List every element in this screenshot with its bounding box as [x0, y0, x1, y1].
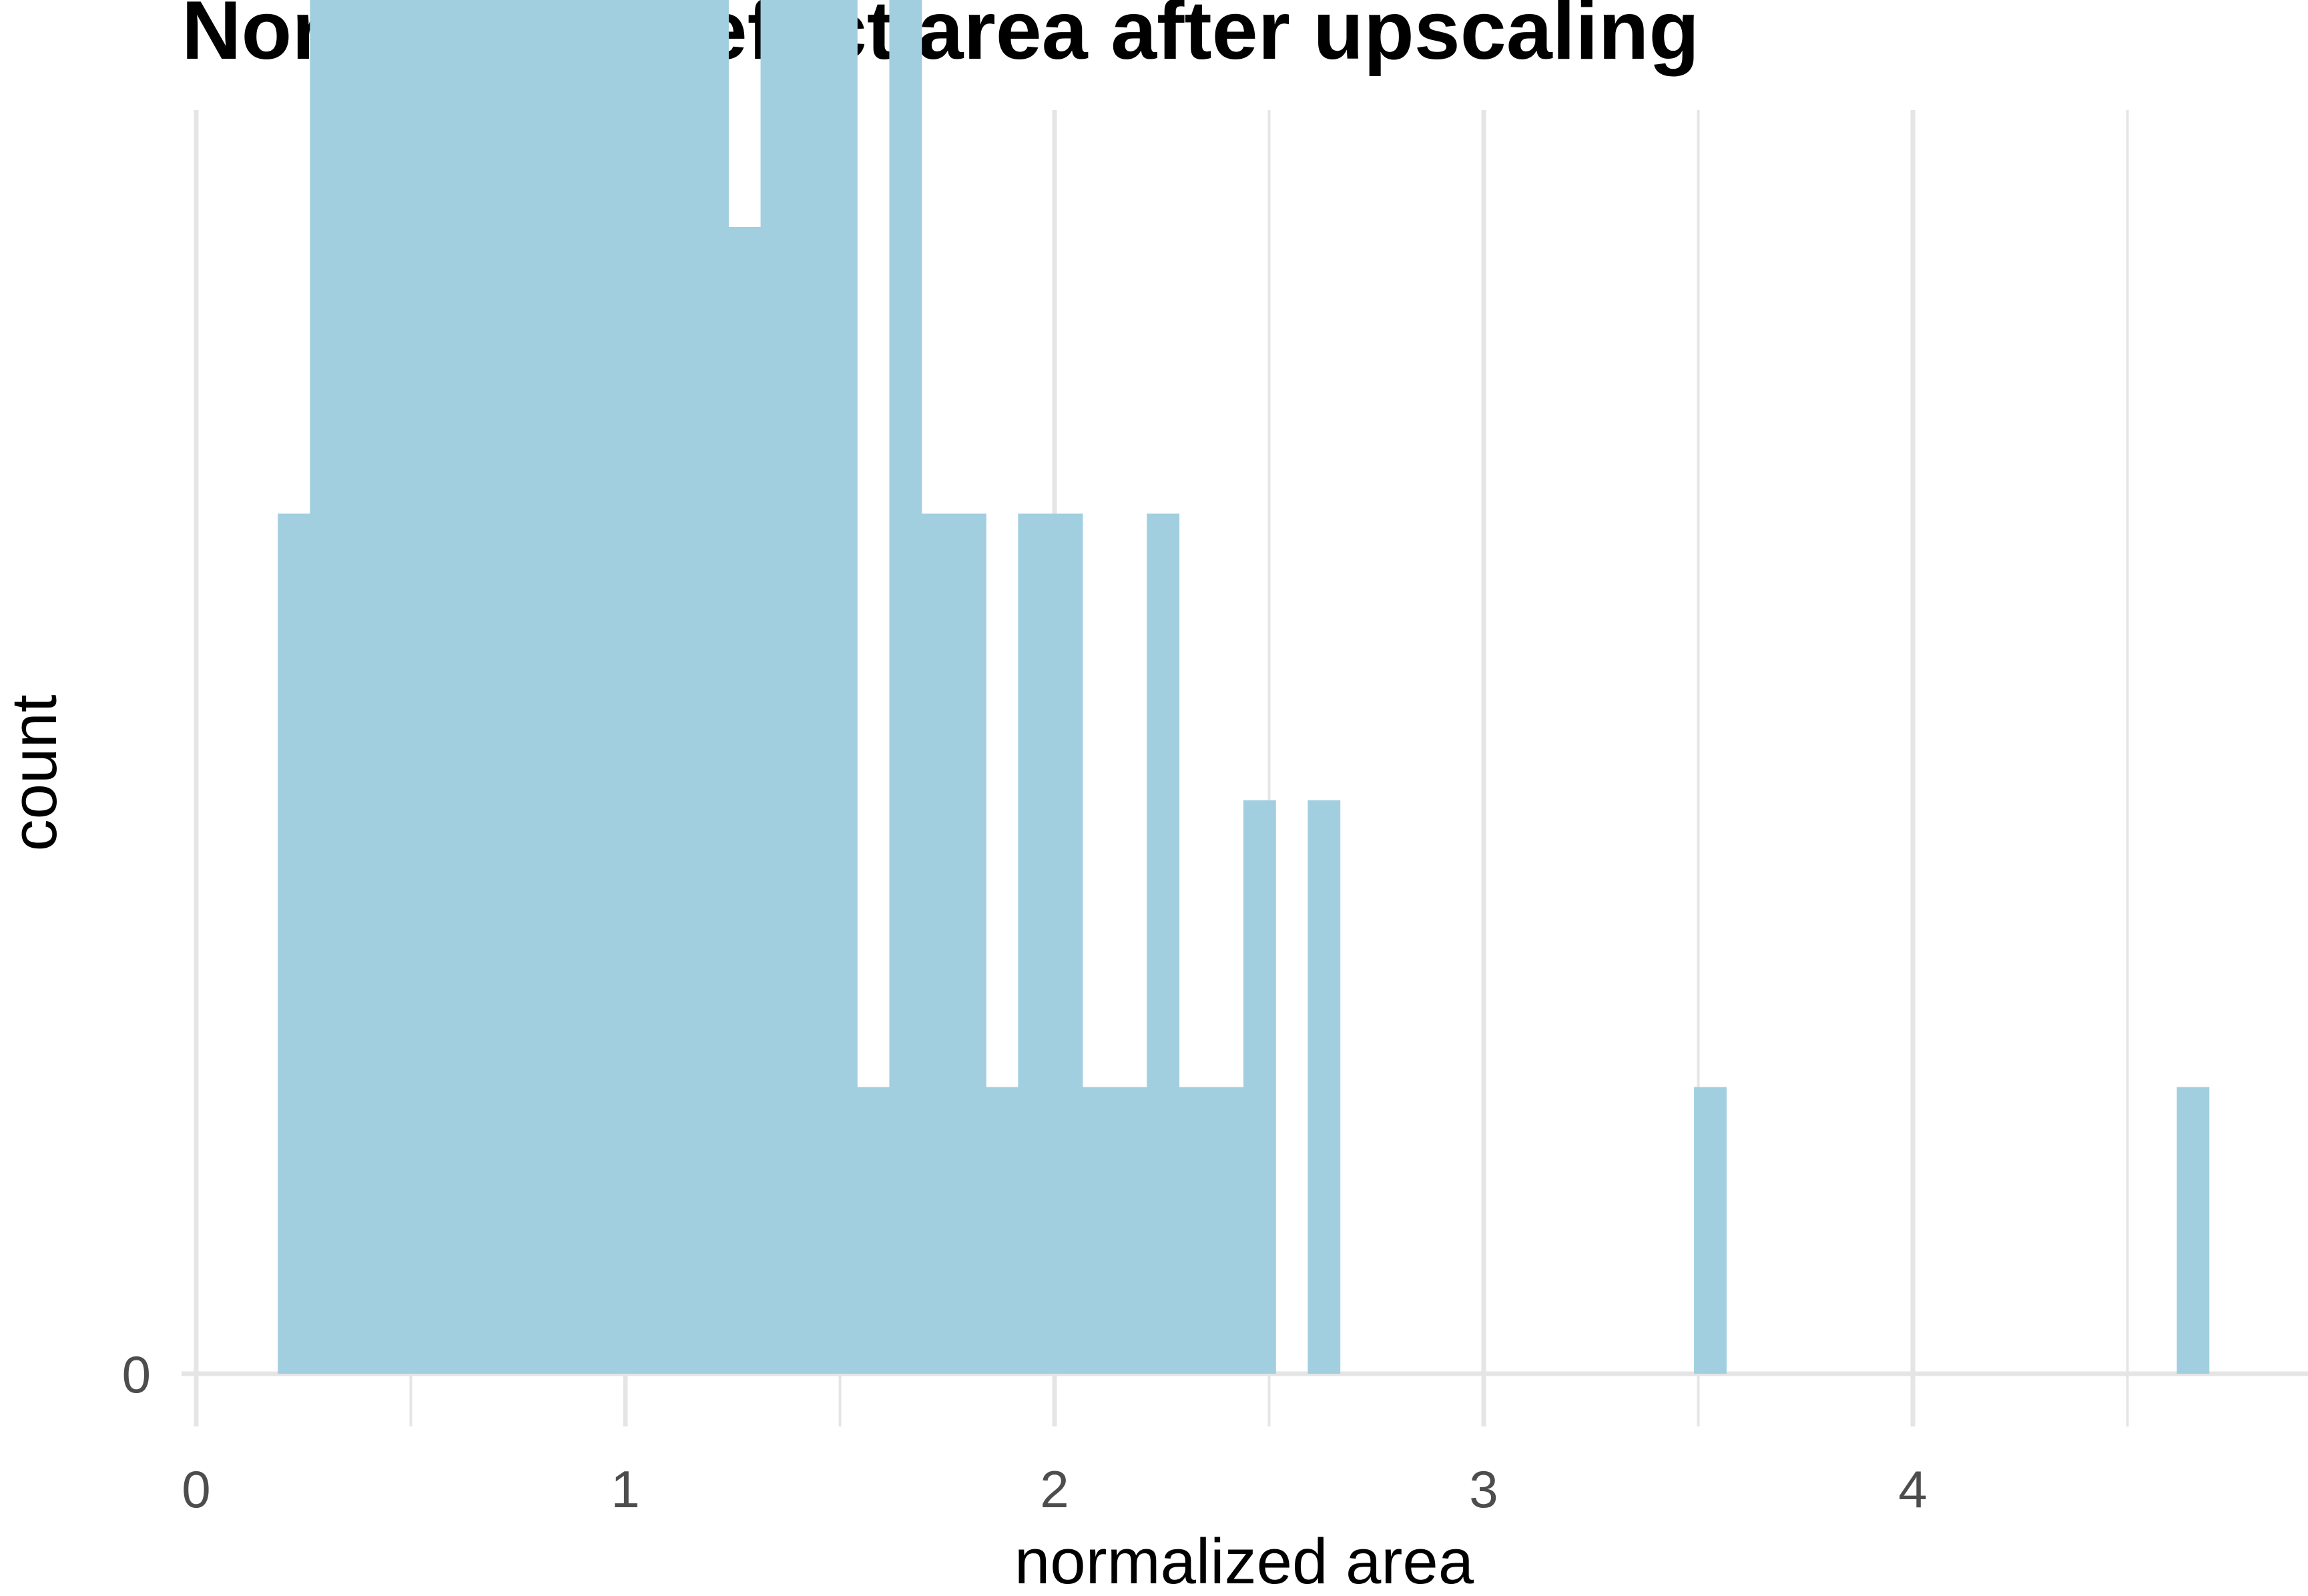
histogram-bar: [696, 0, 729, 1374]
histogram-bar: [857, 1087, 890, 1374]
histogram-bar: [1018, 513, 1051, 1374]
histogram-bar: [2177, 1087, 2210, 1374]
histogram-bar: [1243, 800, 1276, 1374]
histogram-bar: [792, 0, 826, 1374]
histogram-bar: [921, 513, 954, 1374]
x-tick-label: 0: [182, 1460, 210, 1519]
x-axis-tick-labels: 0 1 2 3 4: [182, 1460, 1927, 1519]
x-tick-label: 2: [1040, 1460, 1069, 1519]
histogram-bar: [631, 0, 665, 1374]
histogram-bar: [503, 0, 536, 1374]
histogram-bar: [310, 0, 343, 1374]
histogram-bar: [824, 0, 858, 1374]
histogram-bar: [1179, 1087, 1212, 1374]
histogram-bar: [439, 0, 472, 1374]
x-tick-label: 3: [1469, 1460, 1498, 1519]
histogram-bar: [1082, 1087, 1115, 1374]
histogram-bar: [278, 513, 310, 1374]
x-axis-title: normalized area: [1015, 1526, 1474, 1596]
histogram-bar: [1308, 800, 1341, 1374]
x-tick-label: 4: [1898, 1460, 1927, 1519]
histogram-bar: [567, 0, 601, 1374]
histogram-bar: [406, 0, 439, 1374]
histogram-bar: [342, 0, 375, 1374]
histogram-bar: [471, 0, 504, 1374]
y-axis-title: count: [0, 695, 70, 852]
histogram-bar: [1147, 513, 1180, 1374]
histogram-bar: [1211, 1087, 1244, 1374]
histogram-bars: [278, 0, 2210, 1374]
histogram-bar: [889, 0, 922, 1374]
histogram-bar: [663, 0, 697, 1374]
y-axis-tick-labels: 010203040: [122, 1345, 151, 1404]
histogram-bar: [1115, 1087, 1147, 1374]
histogram-bar: [1694, 1087, 1727, 1374]
x-tick-label: 1: [611, 1460, 639, 1519]
histogram-bar: [953, 513, 986, 1374]
histogram-bar: [535, 0, 568, 1374]
y-tick-label: 0: [122, 1345, 151, 1404]
histogram-bar: [599, 0, 633, 1374]
histogram-bar: [728, 227, 762, 1374]
histogram-bar: [1050, 513, 1083, 1374]
histogram-bar: [760, 0, 794, 1374]
histogram-bar: [986, 1087, 1019, 1374]
histogram-bar: [374, 0, 407, 1374]
